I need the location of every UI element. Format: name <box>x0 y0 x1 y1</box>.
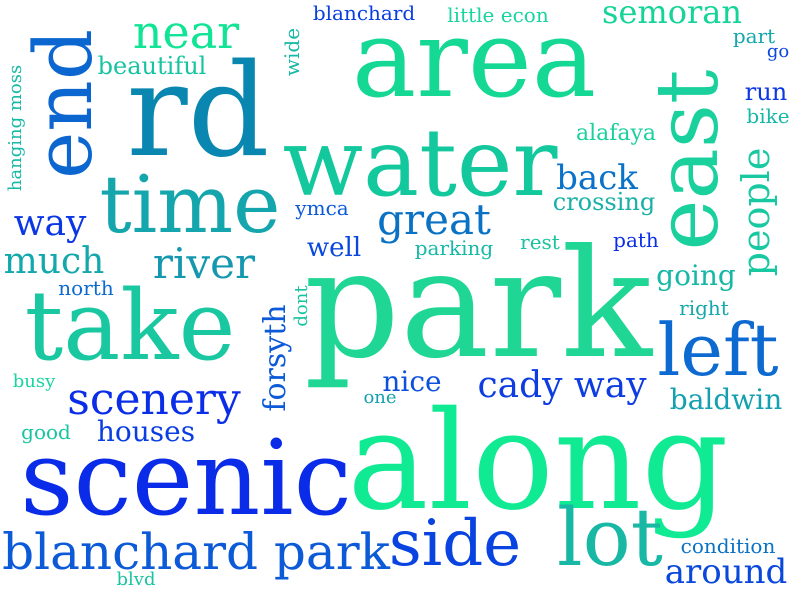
word-one: one <box>363 387 397 408</box>
word-little-econ: little econ <box>447 3 549 27</box>
word-good: good <box>21 420 71 444</box>
word-scenic: scenic <box>20 417 352 539</box>
word-rd: rd <box>126 37 270 186</box>
word-great: great <box>377 195 491 244</box>
word-east: east <box>638 69 738 251</box>
word-baldwin: baldwin <box>669 383 783 416</box>
word-parking: parking <box>414 236 494 260</box>
word-beautiful: beautiful <box>97 52 207 80</box>
word-busy: busy <box>12 371 56 392</box>
word-blanchard-park: blanchard park <box>2 523 390 581</box>
word-going: going <box>656 259 736 292</box>
word-run: run <box>744 78 788 106</box>
word-condition: condition <box>680 534 776 558</box>
word-hanging-moss: hanging moss <box>5 64 26 192</box>
word-park: park <box>303 218 653 392</box>
word-north: north <box>58 276 114 300</box>
word-blanchard: blanchard <box>312 1 416 25</box>
word-right: right <box>679 296 729 320</box>
word-semoran: semoran <box>602 0 742 31</box>
word-much: much <box>3 241 105 282</box>
word-wide: wide <box>280 27 304 77</box>
word-side: side <box>388 507 522 581</box>
word-alafaya: alafaya <box>575 121 657 146</box>
word-forsyth: forsyth <box>258 304 293 412</box>
word-bike: bike <box>746 104 790 128</box>
word-river: river <box>152 239 256 288</box>
word-time: time <box>99 158 281 251</box>
word-area: area <box>351 0 597 122</box>
word-rest: rest <box>520 230 560 254</box>
word-ymca: ymca <box>295 196 349 220</box>
word-dont: dont <box>291 285 312 327</box>
word-nice: nice <box>382 365 442 398</box>
word-take: take <box>24 270 236 382</box>
word-back: back <box>556 158 638 198</box>
word-path: path <box>613 228 659 252</box>
word-houses: houses <box>96 415 196 448</box>
word-scenery: scenery <box>67 374 241 425</box>
word-along: along <box>347 383 729 541</box>
word-water: water <box>282 109 558 218</box>
word-lot: lot <box>557 491 663 584</box>
word-go: go <box>766 41 790 62</box>
word-around: around <box>664 552 788 592</box>
word-crossing: crossing <box>552 188 656 216</box>
word-cady-way: cady way <box>477 365 647 406</box>
word-blvd: blvd <box>116 569 156 590</box>
word-left: left <box>657 308 779 392</box>
word-end: end <box>17 28 110 180</box>
word-near: near <box>132 5 240 59</box>
word-part: part <box>732 24 776 48</box>
word-well: well <box>306 233 362 263</box>
word-people: people <box>734 147 778 277</box>
word-way: way <box>13 203 87 244</box>
